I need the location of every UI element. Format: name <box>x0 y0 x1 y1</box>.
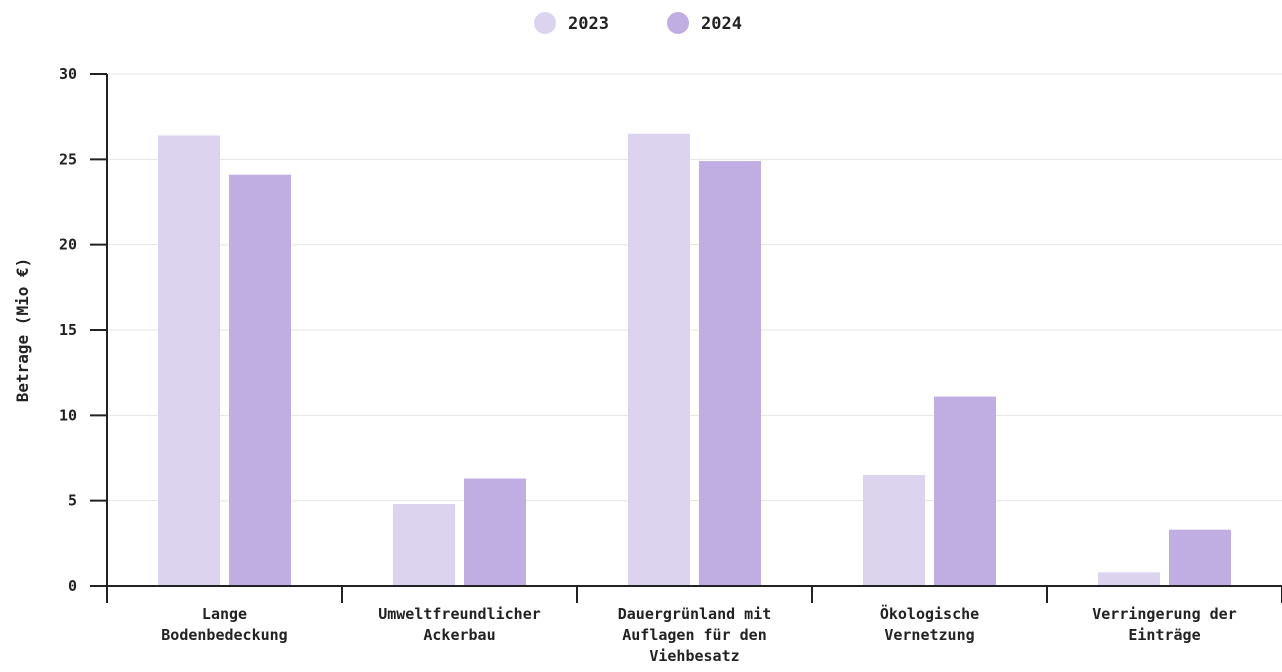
y-tick-label-10: 10 <box>59 406 77 424</box>
bar-2024-1 <box>464 478 526 586</box>
y-tick-label-5: 5 <box>68 492 77 510</box>
x-tick-label-4: Verringerung der Einträge <box>1092 605 1237 644</box>
y-tick-label-15: 15 <box>59 321 77 339</box>
y-gridlines <box>107 73 1282 502</box>
bar-2024-3 <box>934 396 996 586</box>
bar-2024-2 <box>699 161 761 587</box>
x-tick-label-0: Lange Bodenbedeckung <box>161 605 287 644</box>
bar-2023-0 <box>158 135 220 586</box>
y-axis-ticks: 0 5 10 15 20 25 30 <box>59 65 107 595</box>
y-tick-label-30: 30 <box>59 65 77 83</box>
x-tick-label-1: Umweltfreundlicher Ackerbau <box>378 605 541 644</box>
bar-2023-2 <box>628 133 690 586</box>
legend-swatch-2023 <box>534 12 556 34</box>
y-axis-title: Betrage (Mio €) <box>13 258 32 403</box>
bar-2024-4 <box>1169 529 1231 586</box>
y-tick-label-25: 25 <box>59 150 77 168</box>
chart-legend: 2023 2024 <box>534 12 742 34</box>
legend-swatch-2024 <box>667 12 689 34</box>
bar-2023-3 <box>863 475 925 586</box>
bar-2023-4 <box>1098 572 1160 586</box>
y-tick-label-20: 20 <box>59 236 77 254</box>
legend-label-2024: 2024 <box>701 14 742 34</box>
x-axis-ticks: Lange Bodenbedeckung Umweltfreundlicher Ack… <box>106 586 1282 665</box>
x-tick-label-3: Ökologische Vernetzung <box>880 604 979 644</box>
x-tick-label-2: Dauergrünland mit Auflagen für den Viehbes… <box>618 605 772 665</box>
y-tick-label-0: 0 <box>68 577 77 595</box>
bars-group <box>158 133 1231 587</box>
bar-2024-0 <box>229 174 291 586</box>
bar-2023-1 <box>393 504 455 586</box>
legend-label-2023: 2023 <box>568 14 609 34</box>
